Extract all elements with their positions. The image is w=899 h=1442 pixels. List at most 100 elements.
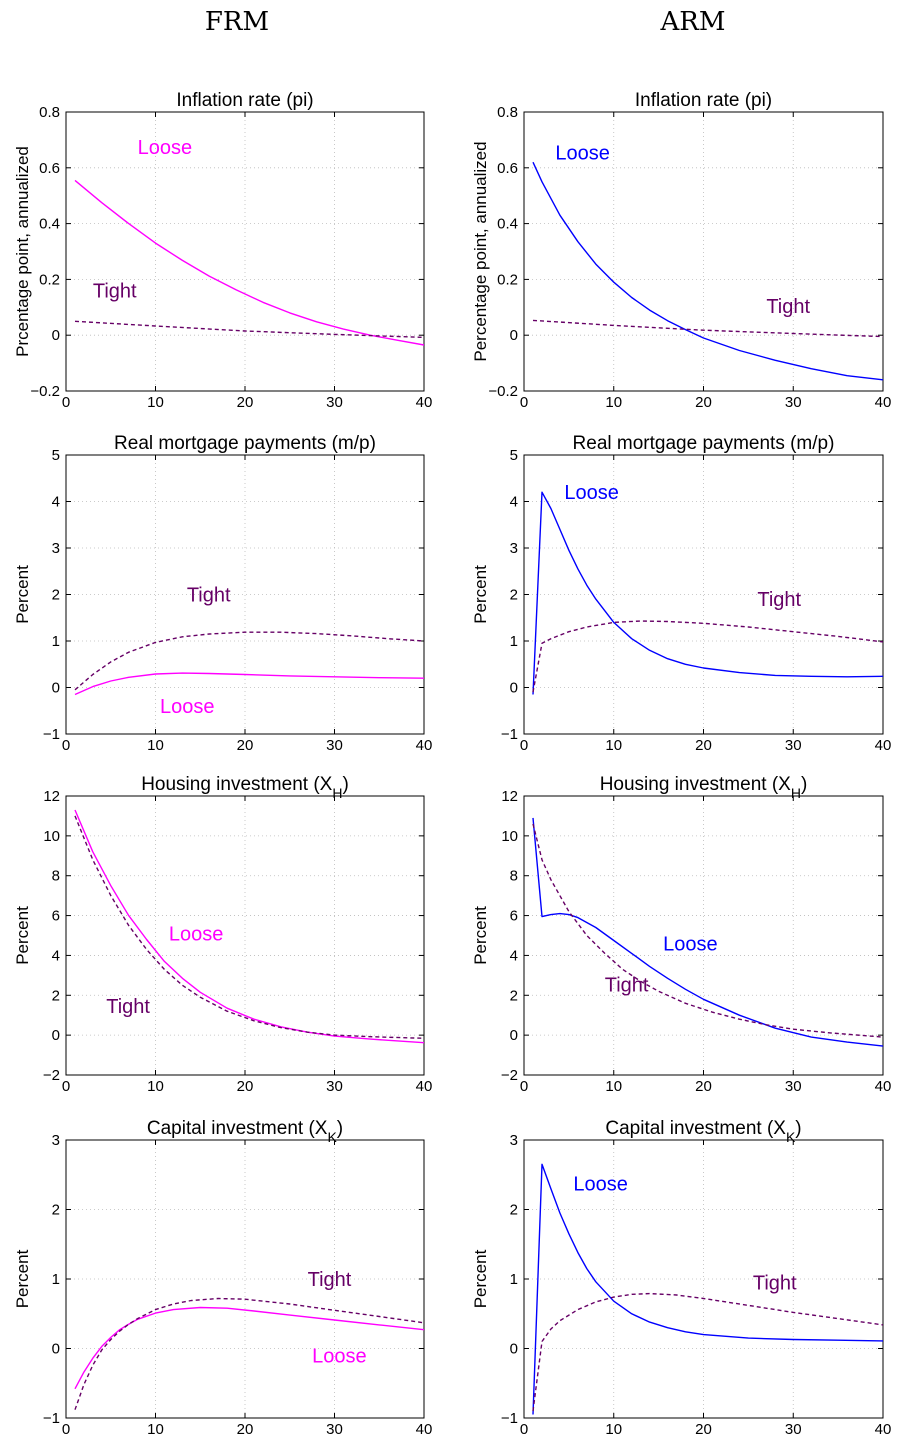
y-tick-label: 10	[43, 828, 60, 845]
y-tick-label: 0	[52, 327, 60, 344]
x-tick-label: 40	[875, 394, 892, 411]
series-line-tight	[74, 320, 425, 339]
y-tick-label: 0.8	[39, 104, 60, 121]
y-tick-label: 2	[52, 587, 60, 604]
panel-title-close-paren: )	[337, 1118, 343, 1139]
series-line-tight	[532, 620, 884, 693]
series-line-loose	[74, 672, 425, 696]
y-tick-label: −0.2	[488, 383, 518, 400]
x-tick-label: 20	[695, 1078, 712, 1095]
y-tick-label: 4	[510, 494, 518, 511]
panel-title-close-paren: )	[801, 774, 807, 795]
series-line-loose	[74, 1306, 425, 1390]
y-tick-label: 0.8	[497, 104, 518, 121]
x-tick-label: 20	[695, 394, 712, 411]
y-tick-label: 12	[43, 788, 60, 805]
x-tick-label: 40	[416, 1421, 433, 1438]
x-tick-label: 10	[147, 1421, 164, 1438]
annotation-tight: Tight	[106, 996, 150, 1018]
y-tick-label: 5	[510, 447, 518, 464]
y-tick-label: 0.6	[39, 160, 60, 177]
panel-title: Real mortgage payments (m/p)	[573, 433, 835, 454]
x-tick-label: 40	[875, 737, 892, 754]
x-tick-label: 40	[875, 1078, 892, 1095]
annotation-loose: Loose	[555, 142, 610, 164]
panel-title-close-paren: )	[795, 1118, 801, 1139]
x-tick-label: 30	[785, 394, 802, 411]
series-line-tight	[74, 631, 425, 691]
panel-title-subscript: H	[791, 785, 801, 801]
y-tick-label: 0	[52, 1027, 60, 1044]
y-axis-label: Percent	[471, 906, 490, 965]
y-tick-label: 0	[510, 680, 518, 697]
panel-title: Inflation rate (pi)	[176, 90, 313, 111]
x-tick-label: 30	[326, 1078, 343, 1095]
y-tick-label: 0.2	[497, 271, 518, 288]
y-axis-label: Percent	[471, 1249, 490, 1308]
x-tick-label: 30	[326, 394, 343, 411]
y-tick-label: −1	[43, 726, 60, 743]
series-line-loose	[532, 817, 884, 1047]
y-tick-label: 0	[52, 1341, 60, 1358]
series-line-tight	[532, 319, 884, 338]
x-tick-label: 0	[62, 1078, 70, 1095]
x-tick-label: 10	[605, 394, 622, 411]
y-tick-label: 2	[510, 1202, 518, 1219]
y-tick-label: 1	[510, 1271, 518, 1288]
annotation-loose: Loose	[663, 933, 718, 955]
annotation-loose: Loose	[573, 1174, 628, 1196]
y-tick-label: −2	[43, 1067, 60, 1084]
y-axis-label: Percent	[13, 1249, 32, 1308]
plot-frame	[65, 795, 425, 1076]
y-axis-label: Prcentage point, annualized	[13, 146, 32, 357]
x-tick-label: 10	[605, 1078, 622, 1095]
y-tick-label: 12	[501, 788, 518, 805]
x-tick-label: 0	[62, 394, 70, 411]
panel-title: Inflation rate (pi)	[635, 90, 772, 111]
x-tick-label: 30	[785, 1421, 802, 1438]
x-tick-label: 30	[785, 1078, 802, 1095]
y-tick-label: 1	[52, 633, 60, 650]
y-tick-label: 6	[52, 908, 60, 925]
x-tick-label: 30	[326, 737, 343, 754]
series-line-tight	[532, 1292, 884, 1412]
x-tick-label: 40	[875, 1421, 892, 1438]
y-tick-label: 3	[52, 1132, 60, 1149]
x-tick-label: 0	[62, 1421, 70, 1438]
x-tick-label: 10	[147, 737, 164, 754]
y-tick-label: 4	[52, 494, 60, 511]
y-tick-label: 0	[52, 680, 60, 697]
y-tick-label: 2	[510, 987, 518, 1004]
panel-title: Real mortgage payments (m/p)	[114, 433, 376, 454]
x-tick-label: 20	[237, 737, 254, 754]
series-line-loose	[532, 161, 884, 381]
x-tick-label: 0	[520, 394, 528, 411]
x-tick-label: 10	[147, 1078, 164, 1095]
y-tick-label: 3	[52, 540, 60, 557]
x-tick-label: 20	[237, 1421, 254, 1438]
annotation-tight: Tight	[308, 1269, 352, 1291]
y-tick-label: 4	[510, 947, 518, 964]
panel-title-subscript: K	[786, 1129, 796, 1145]
series-line-loose	[532, 491, 884, 695]
series-line-loose	[74, 179, 425, 346]
annotation-tight: Tight	[753, 1272, 797, 1294]
y-tick-label: 0.2	[39, 271, 60, 288]
x-tick-label: 10	[605, 737, 622, 754]
y-axis-label: Percentage point, annualized	[471, 141, 490, 361]
panel-title-close-paren: )	[342, 774, 348, 795]
x-tick-label: 30	[785, 737, 802, 754]
annotation-tight: Tight	[187, 584, 231, 606]
y-tick-label: 2	[52, 1202, 60, 1219]
annotation-tight: Tight	[757, 589, 801, 611]
annotation-loose: Loose	[160, 696, 215, 718]
x-tick-label: 10	[147, 394, 164, 411]
